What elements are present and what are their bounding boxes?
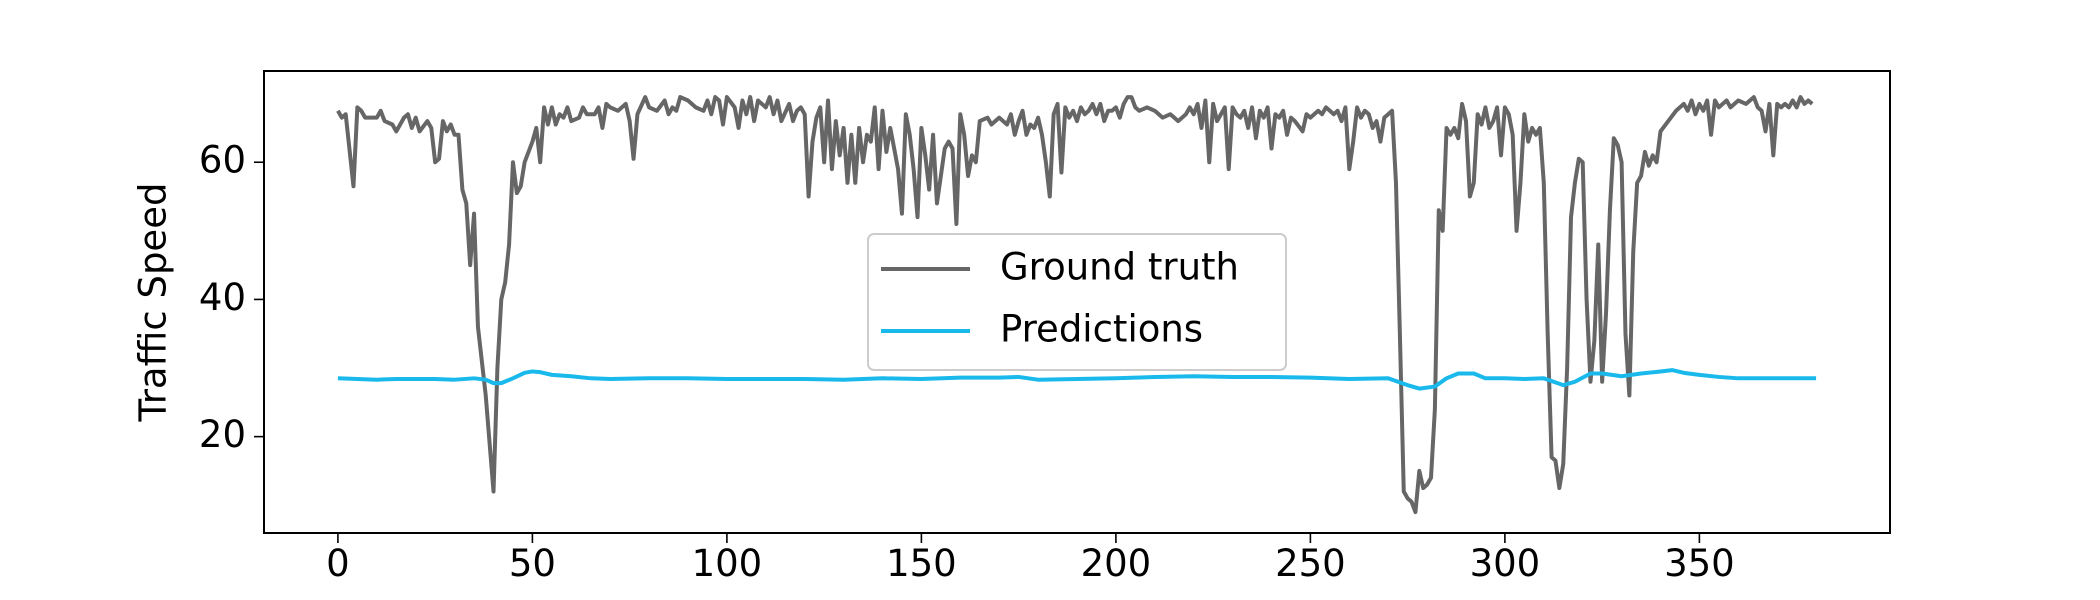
x-tick-label: 100	[692, 542, 763, 585]
plot-frame	[263, 70, 1891, 534]
legend-label: Ground truth	[1000, 246, 1239, 289]
series-line	[336, 95, 1814, 515]
x-tick-label: 350	[1664, 542, 1735, 585]
y-tick-label: 40	[199, 276, 246, 319]
x-tick-label: 50	[509, 542, 556, 585]
legend: Ground truth Predictions	[867, 233, 1287, 371]
series-line	[337, 368, 1817, 391]
y-axis-label: Traffic Speed	[132, 183, 175, 423]
x-tick-label: 250	[1275, 542, 1346, 585]
legend-label: Predictions	[1000, 308, 1203, 351]
x-tick-label: 200	[1081, 542, 1152, 585]
y-tick-label: 60	[199, 139, 246, 182]
legend-box	[867, 233, 1287, 371]
x-tick-label: 300	[1470, 542, 1541, 585]
x-tick-label: 150	[886, 542, 957, 585]
x-tick-label: 0	[326, 542, 350, 585]
y-tick-label: 20	[199, 413, 246, 456]
